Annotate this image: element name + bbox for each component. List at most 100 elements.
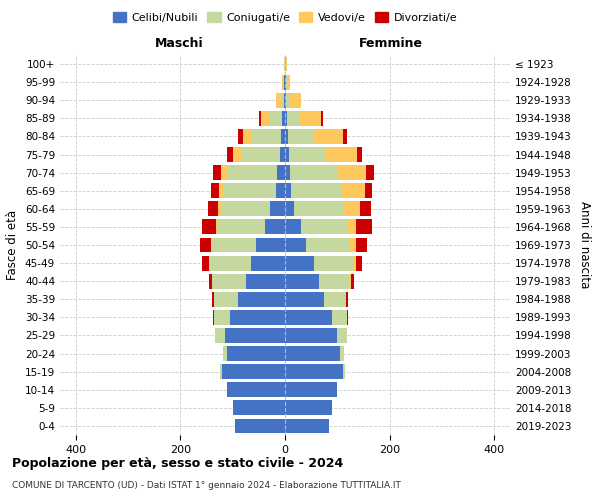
Bar [283, 111, 285, 126]
Bar [360, 202, 371, 216]
Bar [287, 74, 290, 90]
Text: Maschi: Maschi [155, 36, 203, 50]
Bar [211, 238, 212, 252]
Bar [214, 310, 230, 325]
Bar [262, 111, 269, 126]
Bar [285, 202, 295, 216]
Bar [242, 129, 252, 144]
Bar [285, 292, 324, 306]
Bar [218, 202, 221, 216]
Bar [285, 111, 287, 126]
Bar [352, 274, 354, 288]
Bar [208, 202, 218, 216]
Bar [286, 74, 287, 90]
Bar [287, 129, 314, 144]
Bar [220, 364, 222, 379]
Bar [284, 93, 285, 108]
Bar [285, 274, 319, 288]
Bar [238, 129, 242, 144]
Bar [233, 147, 241, 162]
Bar [347, 220, 356, 234]
Bar [285, 129, 287, 144]
Bar [366, 165, 374, 180]
Bar [271, 202, 285, 216]
Bar [217, 220, 218, 234]
Bar [209, 256, 251, 270]
Bar [221, 165, 227, 180]
Bar [357, 147, 362, 162]
Bar [202, 220, 217, 234]
Bar [347, 310, 349, 325]
Bar [324, 292, 345, 306]
Legend: Celibi/Nubili, Coniugati/e, Vedovi/e, Divorziati/e: Celibi/Nubili, Coniugati/e, Vedovi/e, Di… [109, 8, 461, 27]
Bar [344, 202, 360, 216]
Bar [227, 165, 277, 180]
Bar [200, 238, 211, 252]
Bar [212, 292, 214, 306]
Bar [306, 238, 350, 252]
Bar [256, 238, 285, 252]
Bar [340, 346, 344, 361]
Bar [285, 418, 329, 434]
Bar [219, 184, 223, 198]
Bar [202, 256, 209, 270]
Bar [222, 364, 285, 379]
Y-axis label: Anni di nascita: Anni di nascita [578, 202, 591, 288]
Bar [343, 129, 347, 144]
Bar [295, 202, 344, 216]
Bar [225, 328, 285, 343]
Bar [285, 93, 286, 108]
Bar [356, 220, 372, 234]
Bar [290, 93, 301, 108]
Bar [265, 220, 285, 234]
Bar [285, 346, 340, 361]
Bar [230, 310, 285, 325]
Bar [276, 93, 281, 108]
Bar [332, 310, 347, 325]
Bar [235, 418, 285, 434]
Text: Popolazione per età, sesso e stato civile - 2024: Popolazione per età, sesso e stato civil… [12, 458, 343, 470]
Bar [259, 111, 262, 126]
Bar [285, 147, 289, 162]
Bar [285, 310, 332, 325]
Bar [285, 165, 290, 180]
Bar [221, 202, 271, 216]
Bar [277, 165, 285, 180]
Bar [275, 184, 285, 198]
Bar [356, 238, 367, 252]
Bar [285, 364, 343, 379]
Bar [356, 256, 362, 270]
Bar [314, 129, 343, 144]
Bar [214, 165, 221, 180]
Bar [269, 111, 283, 126]
Bar [301, 220, 347, 234]
Bar [285, 184, 291, 198]
Bar [365, 184, 373, 198]
Bar [223, 184, 275, 198]
Bar [353, 256, 356, 270]
Bar [346, 292, 349, 306]
Bar [212, 238, 256, 252]
Bar [285, 382, 337, 397]
Bar [227, 147, 233, 162]
Bar [212, 274, 246, 288]
Bar [215, 328, 225, 343]
Bar [218, 220, 265, 234]
Bar [285, 220, 301, 234]
Bar [281, 129, 285, 144]
Text: Femmine: Femmine [359, 36, 423, 50]
Bar [280, 147, 285, 162]
Bar [337, 328, 347, 343]
Bar [291, 184, 341, 198]
Bar [299, 111, 320, 126]
Text: COMUNE DI TARCENTO (UD) - Dati ISTAT 1° gennaio 2024 - Elaborazione TUTTITALIA.I: COMUNE DI TARCENTO (UD) - Dati ISTAT 1° … [12, 481, 401, 490]
Bar [252, 129, 281, 144]
Bar [337, 165, 366, 180]
Bar [282, 74, 283, 90]
Bar [238, 292, 285, 306]
Bar [251, 256, 285, 270]
Y-axis label: Fasce di età: Fasce di età [7, 210, 19, 280]
Bar [233, 400, 285, 415]
Bar [214, 292, 238, 306]
Bar [211, 184, 219, 198]
